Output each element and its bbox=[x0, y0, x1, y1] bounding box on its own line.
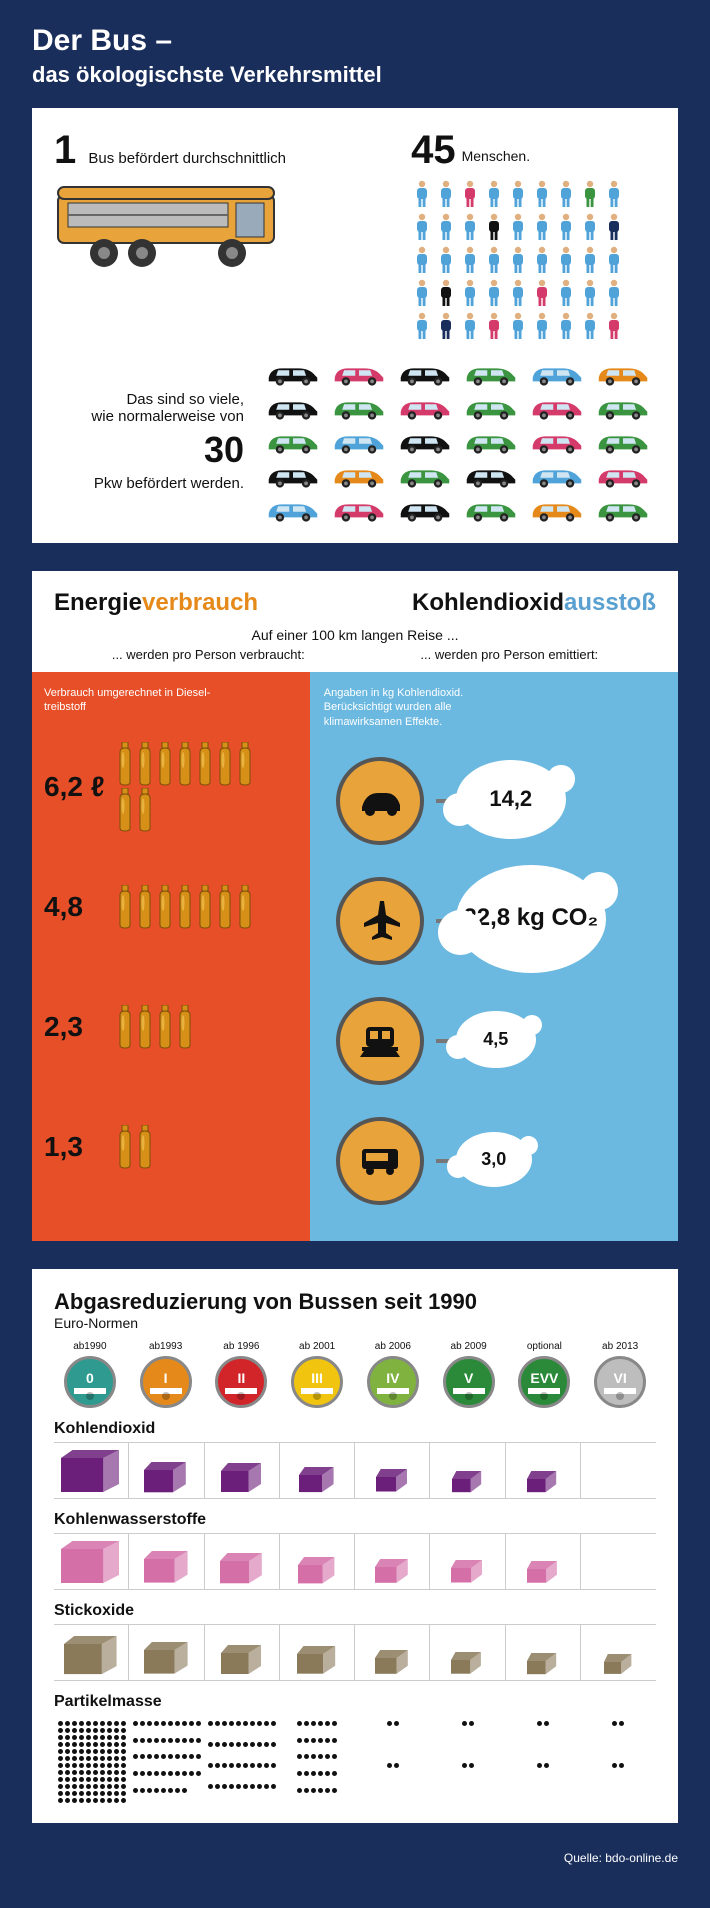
fact-30-cars: Das sind so viele, wie normalerweise von… bbox=[54, 391, 244, 492]
car-icon bbox=[336, 757, 424, 845]
emission-row bbox=[54, 1624, 656, 1681]
diesel-row-car: 6,2 ℓ bbox=[44, 727, 298, 847]
particles-cell bbox=[280, 1715, 355, 1803]
p3-subtitle: Euro-Normen bbox=[54, 1315, 656, 1331]
particles-cell bbox=[355, 1715, 430, 1803]
norm-II: ab 1996 II bbox=[206, 1341, 278, 1408]
particles-cell bbox=[506, 1715, 581, 1803]
emission-label: Kohlendioxid bbox=[54, 1420, 656, 1438]
norm-IV: ab 2006 IV bbox=[357, 1341, 429, 1408]
fact-45-people: 45 Menschen. bbox=[411, 128, 656, 173]
p3-title: Abgasreduzierung von Bussen seit 1990 bbox=[54, 1289, 656, 1315]
emission-row bbox=[54, 1533, 656, 1590]
sub-left: ... werden pro Person verbraucht: bbox=[112, 647, 305, 662]
particles-label: Partikelmasse bbox=[54, 1693, 656, 1711]
panel-capacity: 1 Bus befördert durchschnittlich 45 Mens… bbox=[32, 108, 678, 543]
sub-right: ... werden pro Person emittiert: bbox=[420, 647, 598, 662]
diesel-row-train: 2,3 bbox=[44, 967, 298, 1087]
bus-icon bbox=[54, 177, 284, 272]
particles-cell bbox=[205, 1715, 280, 1803]
heading-co2: Kohlendioxidausstoß bbox=[412, 589, 656, 617]
note-diesel: Verbrauch umgerechnet in Diesel-treibsto… bbox=[44, 686, 214, 715]
diesel-row-bus: 1,3 bbox=[44, 1087, 298, 1207]
train-icon bbox=[336, 997, 424, 1085]
bus-icon bbox=[336, 1117, 424, 1205]
emission-label: Kohlenwasserstoffe bbox=[54, 1511, 656, 1529]
source-text: Quelle: bdo-online.de bbox=[32, 1851, 678, 1865]
title-line2: das ökologischste Verkehrsmittel bbox=[32, 62, 678, 88]
co2-row-plane: 22,8 kg CO₂ bbox=[324, 861, 664, 981]
norm-EVV: optional EVV bbox=[509, 1341, 581, 1408]
title-line1: Der Bus – bbox=[32, 24, 678, 58]
norm-V: ab 2009 V bbox=[433, 1341, 505, 1408]
particles-cell bbox=[430, 1715, 505, 1803]
norm-III: ab 2001 III bbox=[281, 1341, 353, 1408]
co2-row-train: 4,5 bbox=[324, 981, 664, 1101]
particles-grid bbox=[54, 1715, 656, 1803]
panel-emissions: Abgasreduzierung von Bussen seit 1990 Eu… bbox=[32, 1269, 678, 1823]
car-grid bbox=[264, 359, 656, 523]
particles-cell bbox=[581, 1715, 656, 1803]
particles-cell bbox=[129, 1715, 204, 1803]
heading-energy: Energieverbrauch bbox=[54, 589, 258, 617]
people-grid bbox=[411, 179, 656, 341]
euro-norm-row: ab1990 0 ab1993 I ab 1996 II ab 2001 III… bbox=[54, 1341, 656, 1408]
note-co2: Angaben in kg Kohlendioxid. Berücksichti… bbox=[324, 686, 494, 729]
emission-label: Stickoxide bbox=[54, 1602, 656, 1620]
panel-energy-co2: Energieverbrauch Kohlendioxidausstoß Auf… bbox=[32, 571, 678, 1241]
plane-icon bbox=[336, 877, 424, 965]
emission-row bbox=[54, 1442, 656, 1499]
co2-row-car: 14,2 bbox=[324, 741, 664, 861]
co2-row-bus: 3,0 bbox=[324, 1101, 664, 1221]
diesel-row-plane: 4,8 bbox=[44, 847, 298, 967]
norm-VI: ab 2013 VI bbox=[584, 1341, 656, 1408]
norm-0: ab1990 0 bbox=[54, 1341, 126, 1408]
fact-1-bus: 1 Bus befördert durchschnittlich bbox=[54, 128, 391, 173]
norm-I: ab1993 I bbox=[130, 1341, 202, 1408]
particles-cell bbox=[54, 1715, 129, 1803]
sub-center: Auf einer 100 km langen Reise ... bbox=[32, 627, 678, 647]
